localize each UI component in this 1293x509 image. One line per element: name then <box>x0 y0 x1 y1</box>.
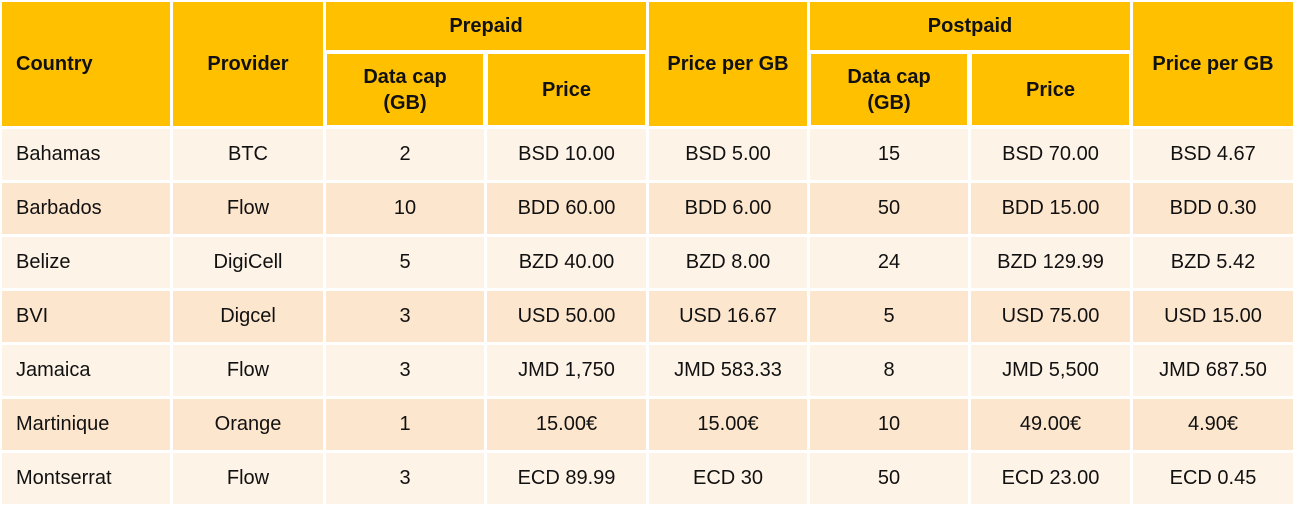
cell-country: Belize <box>2 237 170 288</box>
cell-postpaid-data-cap: 8 <box>810 345 968 396</box>
cell-postpaid-data-cap: 5 <box>810 291 968 342</box>
cell-prepaid-price-per-gb: BSD 5.00 <box>649 129 807 180</box>
header-postpaid-price-per-gb: Price per GB <box>1133 2 1293 126</box>
cell-postpaid-data-cap: 50 <box>810 183 968 234</box>
cell-prepaid-price: BSD 10.00 <box>487 129 646 180</box>
cell-prepaid-price-per-gb: ECD 30 <box>649 453 807 504</box>
header-prepaid-price: Price <box>486 52 647 127</box>
cell-postpaid-price-per-gb: 4.90€ <box>1133 399 1293 450</box>
cell-country: Barbados <box>2 183 170 234</box>
cell-postpaid-price: ECD 23.00 <box>971 453 1130 504</box>
cell-postpaid-price-per-gb: ECD 0.45 <box>1133 453 1293 504</box>
cell-provider: Flow <box>173 453 323 504</box>
cell-postpaid-price: USD 75.00 <box>971 291 1130 342</box>
cell-postpaid-price-per-gb: BDD 0.30 <box>1133 183 1293 234</box>
cell-provider: BTC <box>173 129 323 180</box>
cell-postpaid-price-per-gb: BZD 5.42 <box>1133 237 1293 288</box>
cell-country: BVI <box>2 291 170 342</box>
header-prepaid-price-per-gb: Price per GB <box>649 2 807 126</box>
cell-country: Martinique <box>2 399 170 450</box>
cell-postpaid-data-cap: 24 <box>810 237 968 288</box>
header-prepaid-data-cap: Data cap (GB) <box>325 52 485 127</box>
cell-provider: Flow <box>173 345 323 396</box>
cell-prepaid-data-cap: 2 <box>326 129 484 180</box>
header-postpaid: Postpaid <box>810 2 1130 50</box>
cell-prepaid-price: JMD 1,750 <box>487 345 646 396</box>
cell-prepaid-data-cap: 3 <box>326 453 484 504</box>
cell-prepaid-price-per-gb: BDD 6.00 <box>649 183 807 234</box>
cell-provider: Digcel <box>173 291 323 342</box>
cell-postpaid-data-cap: 15 <box>810 129 968 180</box>
cell-country: Jamaica <box>2 345 170 396</box>
cell-postpaid-price-per-gb: USD 15.00 <box>1133 291 1293 342</box>
cell-postpaid-price-per-gb: BSD 4.67 <box>1133 129 1293 180</box>
cell-prepaid-price: ECD 89.99 <box>487 453 646 504</box>
header-country: Country <box>2 2 170 126</box>
header-provider: Provider <box>173 2 323 126</box>
cell-provider: Orange <box>173 399 323 450</box>
header-postpaid-data-cap: Data cap (GB) <box>809 52 969 127</box>
cell-prepaid-data-cap: 10 <box>326 183 484 234</box>
header-postpaid-price: Price <box>970 52 1131 127</box>
cell-prepaid-price: BZD 40.00 <box>487 237 646 288</box>
cell-prepaid-price: 15.00€ <box>487 399 646 450</box>
header-prepaid: Prepaid <box>326 2 646 50</box>
cell-prepaid-price: USD 50.00 <box>487 291 646 342</box>
cell-postpaid-price: JMD 5,500 <box>971 345 1130 396</box>
cell-country: Montserrat <box>2 453 170 504</box>
cell-postpaid-data-cap: 10 <box>810 399 968 450</box>
cell-prepaid-price: BDD 60.00 <box>487 183 646 234</box>
cell-postpaid-price: BZD 129.99 <box>971 237 1130 288</box>
cell-postpaid-price: BDD 15.00 <box>971 183 1130 234</box>
cell-prepaid-price-per-gb: JMD 583.33 <box>649 345 807 396</box>
cell-prepaid-data-cap: 5 <box>326 237 484 288</box>
cell-postpaid-price: 49.00€ <box>971 399 1130 450</box>
cell-postpaid-price: BSD 70.00 <box>971 129 1130 180</box>
cell-postpaid-data-cap: 50 <box>810 453 968 504</box>
cell-prepaid-data-cap: 1 <box>326 399 484 450</box>
cell-provider: Flow <box>173 183 323 234</box>
cell-prepaid-data-cap: 3 <box>326 291 484 342</box>
cell-postpaid-price-per-gb: JMD 687.50 <box>1133 345 1293 396</box>
cell-country: Bahamas <box>2 129 170 180</box>
cell-prepaid-data-cap: 3 <box>326 345 484 396</box>
cell-prepaid-price-per-gb: 15.00€ <box>649 399 807 450</box>
cell-prepaid-price-per-gb: BZD 8.00 <box>649 237 807 288</box>
cell-provider: DigiCell <box>173 237 323 288</box>
cell-prepaid-price-per-gb: USD 16.67 <box>649 291 807 342</box>
